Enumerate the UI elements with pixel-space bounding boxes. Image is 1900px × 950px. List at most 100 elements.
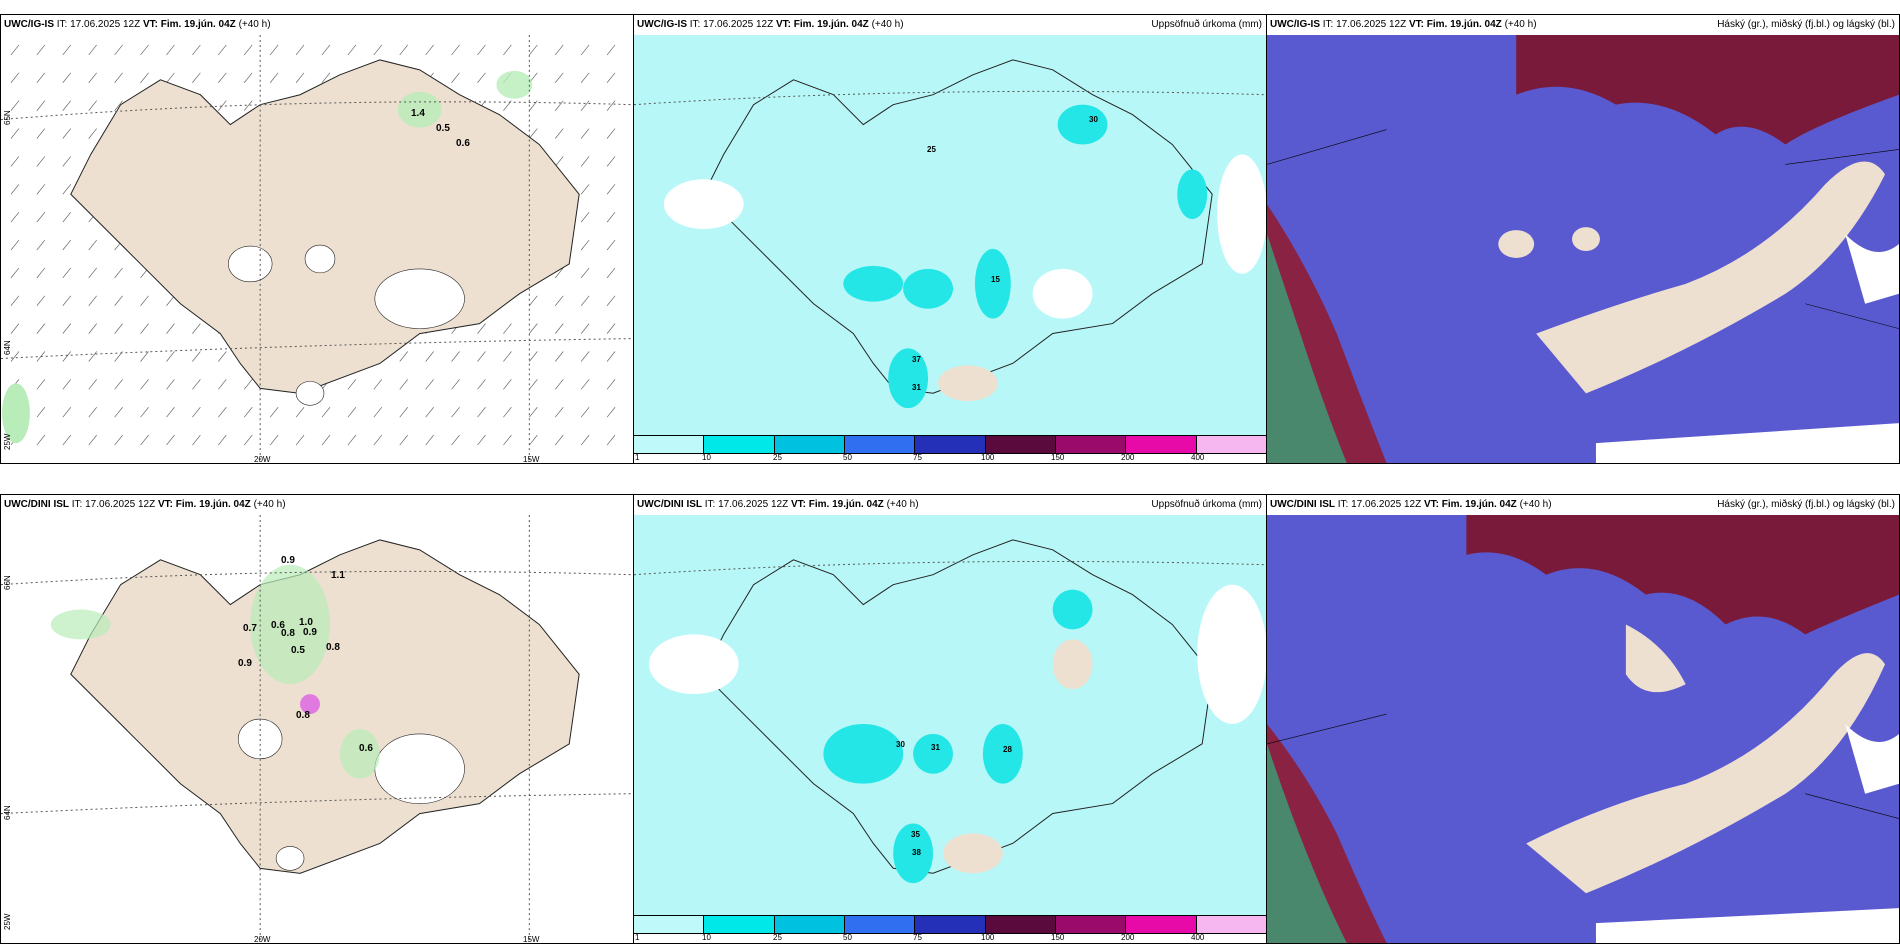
wind-panel-row2: UWC/DINI ISL IT: 17.06.2025 12Z VT: Fim.… xyxy=(0,494,634,944)
init-time: 17.06.2025 12Z xyxy=(703,19,774,30)
colorbar-tick: 1 xyxy=(635,933,640,942)
wind-value: 0.8 xyxy=(326,642,340,653)
vt-label: VT: xyxy=(790,499,806,510)
precip-value: 38 xyxy=(912,848,921,857)
lat-label-64n: 64N xyxy=(3,340,12,355)
it-label: IT: xyxy=(1322,19,1334,30)
panel-header: UWC/IG-IS IT: 17.06.2025 12Z VT: Fim. 19… xyxy=(634,15,1266,35)
wind-value: 1.4 xyxy=(411,108,425,119)
lon-label-25w: 25W xyxy=(3,913,12,930)
model-name: UWC/IG-IS xyxy=(4,19,54,30)
panel-header: UWC/DINI ISL IT: 17.06.2025 12Z VT: Fim.… xyxy=(634,495,1266,515)
colorbar-tick: 75 xyxy=(913,933,922,942)
model-name: UWC/DINI ISL xyxy=(1270,499,1335,510)
wind-value: 1.1 xyxy=(331,570,345,581)
precip-value: 30 xyxy=(896,740,905,749)
init-time: 17.06.2025 12Z xyxy=(70,19,141,30)
valid-time: Fim. 19.jún. 04Z xyxy=(1441,499,1517,510)
lead-time: (+40 h) xyxy=(1504,19,1537,30)
colorbar-tick: 10 xyxy=(702,933,711,942)
precip-title: Uppsöfnuð úrkoma (mm) xyxy=(1151,499,1262,510)
cloud-panel-row2: UWC/DINI ISL IT: 17.06.2025 12Z VT: Fim.… xyxy=(1266,494,1900,944)
vt-label: VT: xyxy=(1423,499,1439,510)
colorbar-swatch xyxy=(915,916,986,933)
precip-panel-row2: UWC/DINI ISL IT: 17.06.2025 12Z VT: Fim.… xyxy=(633,494,1267,944)
colorbar-swatch xyxy=(1126,916,1197,933)
wind-panel-row1: UWC/IG-IS IT: 17.06.2025 12Z VT: Fim. 19… xyxy=(0,14,634,464)
cloud-map xyxy=(1267,515,1899,943)
wind-value: 0.8 xyxy=(296,710,310,721)
lon-label-25w: 25W xyxy=(3,433,12,450)
precip-colorbar: 1 10 25 50 75 100 150 200 400 xyxy=(634,915,1266,943)
model-name: UWC/DINI ISL xyxy=(4,499,69,510)
precip-value: 15 xyxy=(991,275,1000,284)
cloud-title: Háský (gr.), miðský (fj.bl.) og lágský (… xyxy=(1717,19,1895,30)
wind-value: 0.6 xyxy=(359,743,373,754)
colorbar-swatch xyxy=(774,916,845,933)
lat-label-66n: 66N xyxy=(3,575,12,590)
colorbar-swatch xyxy=(774,436,845,453)
lon-label-20w: 20W xyxy=(254,455,271,464)
lead-time: (+40 h) xyxy=(871,19,904,30)
lead-time: (+40 h) xyxy=(238,19,271,30)
precip-value: 25 xyxy=(927,145,936,154)
colorbar-swatch xyxy=(915,436,986,453)
colorbar-tick: 50 xyxy=(843,453,852,462)
it-label: IT: xyxy=(1337,499,1349,510)
colorbar-tick: 150 xyxy=(1051,453,1065,462)
it-label: IT: xyxy=(704,499,716,510)
colorbar-tick: 200 xyxy=(1121,453,1135,462)
cloud-title: Háský (gr.), miðský (fj.bl.) og lágský (… xyxy=(1717,499,1895,510)
wind-value: 0.5 xyxy=(291,645,305,656)
colorbar-swatch xyxy=(634,436,705,453)
wind-value: 0.6 xyxy=(456,138,470,149)
precip-value: 35 xyxy=(911,830,920,839)
wind-map: 1.4 0.5 0.6 20W 15W 65N 64N 25W xyxy=(1,35,633,463)
panel-header: UWC/IG-IS IT: 17.06.2025 12Z VT: Fim. 19… xyxy=(1267,15,1899,35)
model-name: UWC/DINI ISL xyxy=(637,499,702,510)
it-label: IT: xyxy=(56,19,68,30)
cloud-map xyxy=(1267,35,1899,463)
colorbar-swatch xyxy=(1196,436,1266,453)
panel-header: UWC/DINI ISL IT: 17.06.2025 12Z VT: Fim.… xyxy=(1267,495,1899,515)
colorbar-tick: 400 xyxy=(1191,933,1205,942)
colorbar-tick: 25 xyxy=(773,933,782,942)
precip-map: 35 38 30 31 28 xyxy=(634,515,1266,915)
colorbar-tick: 100 xyxy=(981,453,995,462)
colorbar-tick: 10 xyxy=(702,453,711,462)
colorbar-swatch xyxy=(634,916,705,933)
it-label: IT: xyxy=(689,19,701,30)
colorbar-swatch xyxy=(704,916,775,933)
colorbar-tick: 400 xyxy=(1191,453,1205,462)
precip-panel-row1: UWC/IG-IS IT: 17.06.2025 12Z VT: Fim. 19… xyxy=(633,14,1267,464)
wind-value: 0.9 xyxy=(281,555,295,566)
precip-value: 37 xyxy=(912,355,921,364)
valid-time: Fim. 19.jún. 04Z xyxy=(160,19,236,30)
colorbar-tick: 1 xyxy=(635,453,640,462)
panel-header: UWC/IG-IS IT: 17.06.2025 12Z VT: Fim. 19… xyxy=(1,15,633,35)
vt-label: VT: xyxy=(142,19,158,30)
valid-time: Fim. 19.jún. 04Z xyxy=(175,499,251,510)
colorbar-tick: 200 xyxy=(1121,933,1135,942)
colorbar-swatch xyxy=(704,436,775,453)
wind-value: 0.9 xyxy=(238,658,252,669)
wind-value: 0.7 xyxy=(243,623,257,634)
colorbar-tick: 75 xyxy=(913,453,922,462)
precip-title: Uppsöfnuð úrkoma (mm) xyxy=(1151,19,1262,30)
colorbar-swatch xyxy=(985,916,1056,933)
colorbar-tick: 100 xyxy=(981,933,995,942)
lon-label-20w: 20W xyxy=(254,935,271,944)
colorbar-swatch xyxy=(985,436,1056,453)
init-time: 17.06.2025 12Z xyxy=(85,499,156,510)
colorbar-tick: 50 xyxy=(843,933,852,942)
init-time: 17.06.2025 12Z xyxy=(1336,19,1407,30)
colorbar-swatch xyxy=(1196,916,1266,933)
precip-value: 30 xyxy=(1089,115,1098,124)
lat-label-65n: 65N xyxy=(3,110,12,125)
vt-label: VT: xyxy=(1408,19,1424,30)
precip-colorbar: 1 10 25 50 75 100 150 200 400 xyxy=(634,435,1266,463)
cloud-panel-row1: UWC/IG-IS IT: 17.06.2025 12Z VT: Fim. 19… xyxy=(1266,14,1900,464)
colorbar-swatch xyxy=(1055,916,1127,933)
lat-label-64n: 64N xyxy=(3,805,12,820)
wind-value: 0.8 xyxy=(281,628,295,639)
